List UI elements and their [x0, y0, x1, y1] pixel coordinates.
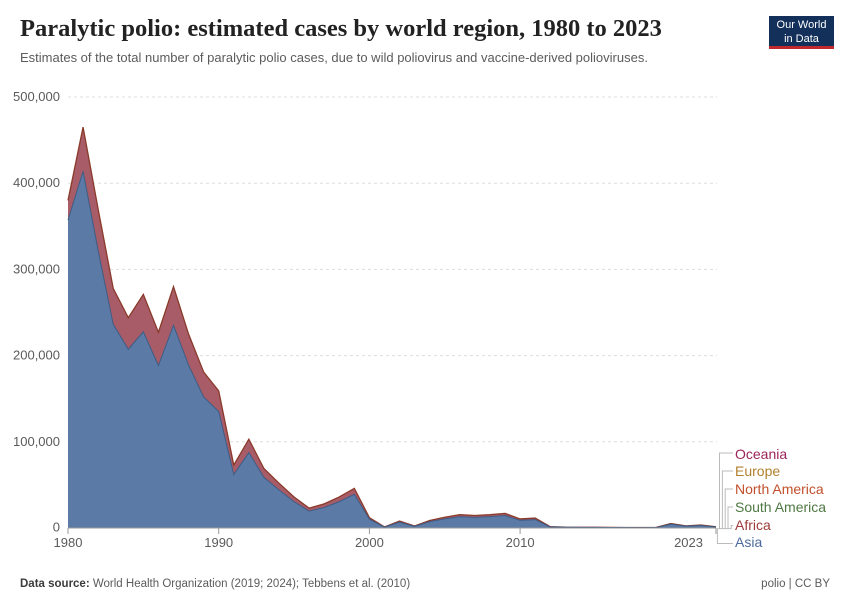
svg-text:2023: 2023 — [674, 535, 703, 550]
svg-text:0: 0 — [53, 520, 60, 535]
svg-text:2000: 2000 — [355, 535, 384, 550]
svg-text:Oceania: Oceania — [735, 446, 787, 462]
svg-text:500,000: 500,000 — [13, 89, 60, 104]
svg-text:200,000: 200,000 — [13, 348, 60, 363]
svg-text:South America: South America — [735, 499, 826, 515]
svg-text:North America: North America — [735, 481, 824, 497]
svg-text:1990: 1990 — [204, 535, 233, 550]
svg-text:400,000: 400,000 — [13, 175, 60, 190]
svg-text:2010: 2010 — [506, 535, 535, 550]
svg-text:1980: 1980 — [54, 535, 83, 550]
svg-text:300,000: 300,000 — [13, 261, 60, 276]
svg-text:100,000: 100,000 — [13, 434, 60, 449]
svg-text:Europe: Europe — [735, 463, 780, 479]
svg-text:Africa: Africa — [735, 517, 771, 533]
svg-text:Asia: Asia — [735, 534, 762, 550]
